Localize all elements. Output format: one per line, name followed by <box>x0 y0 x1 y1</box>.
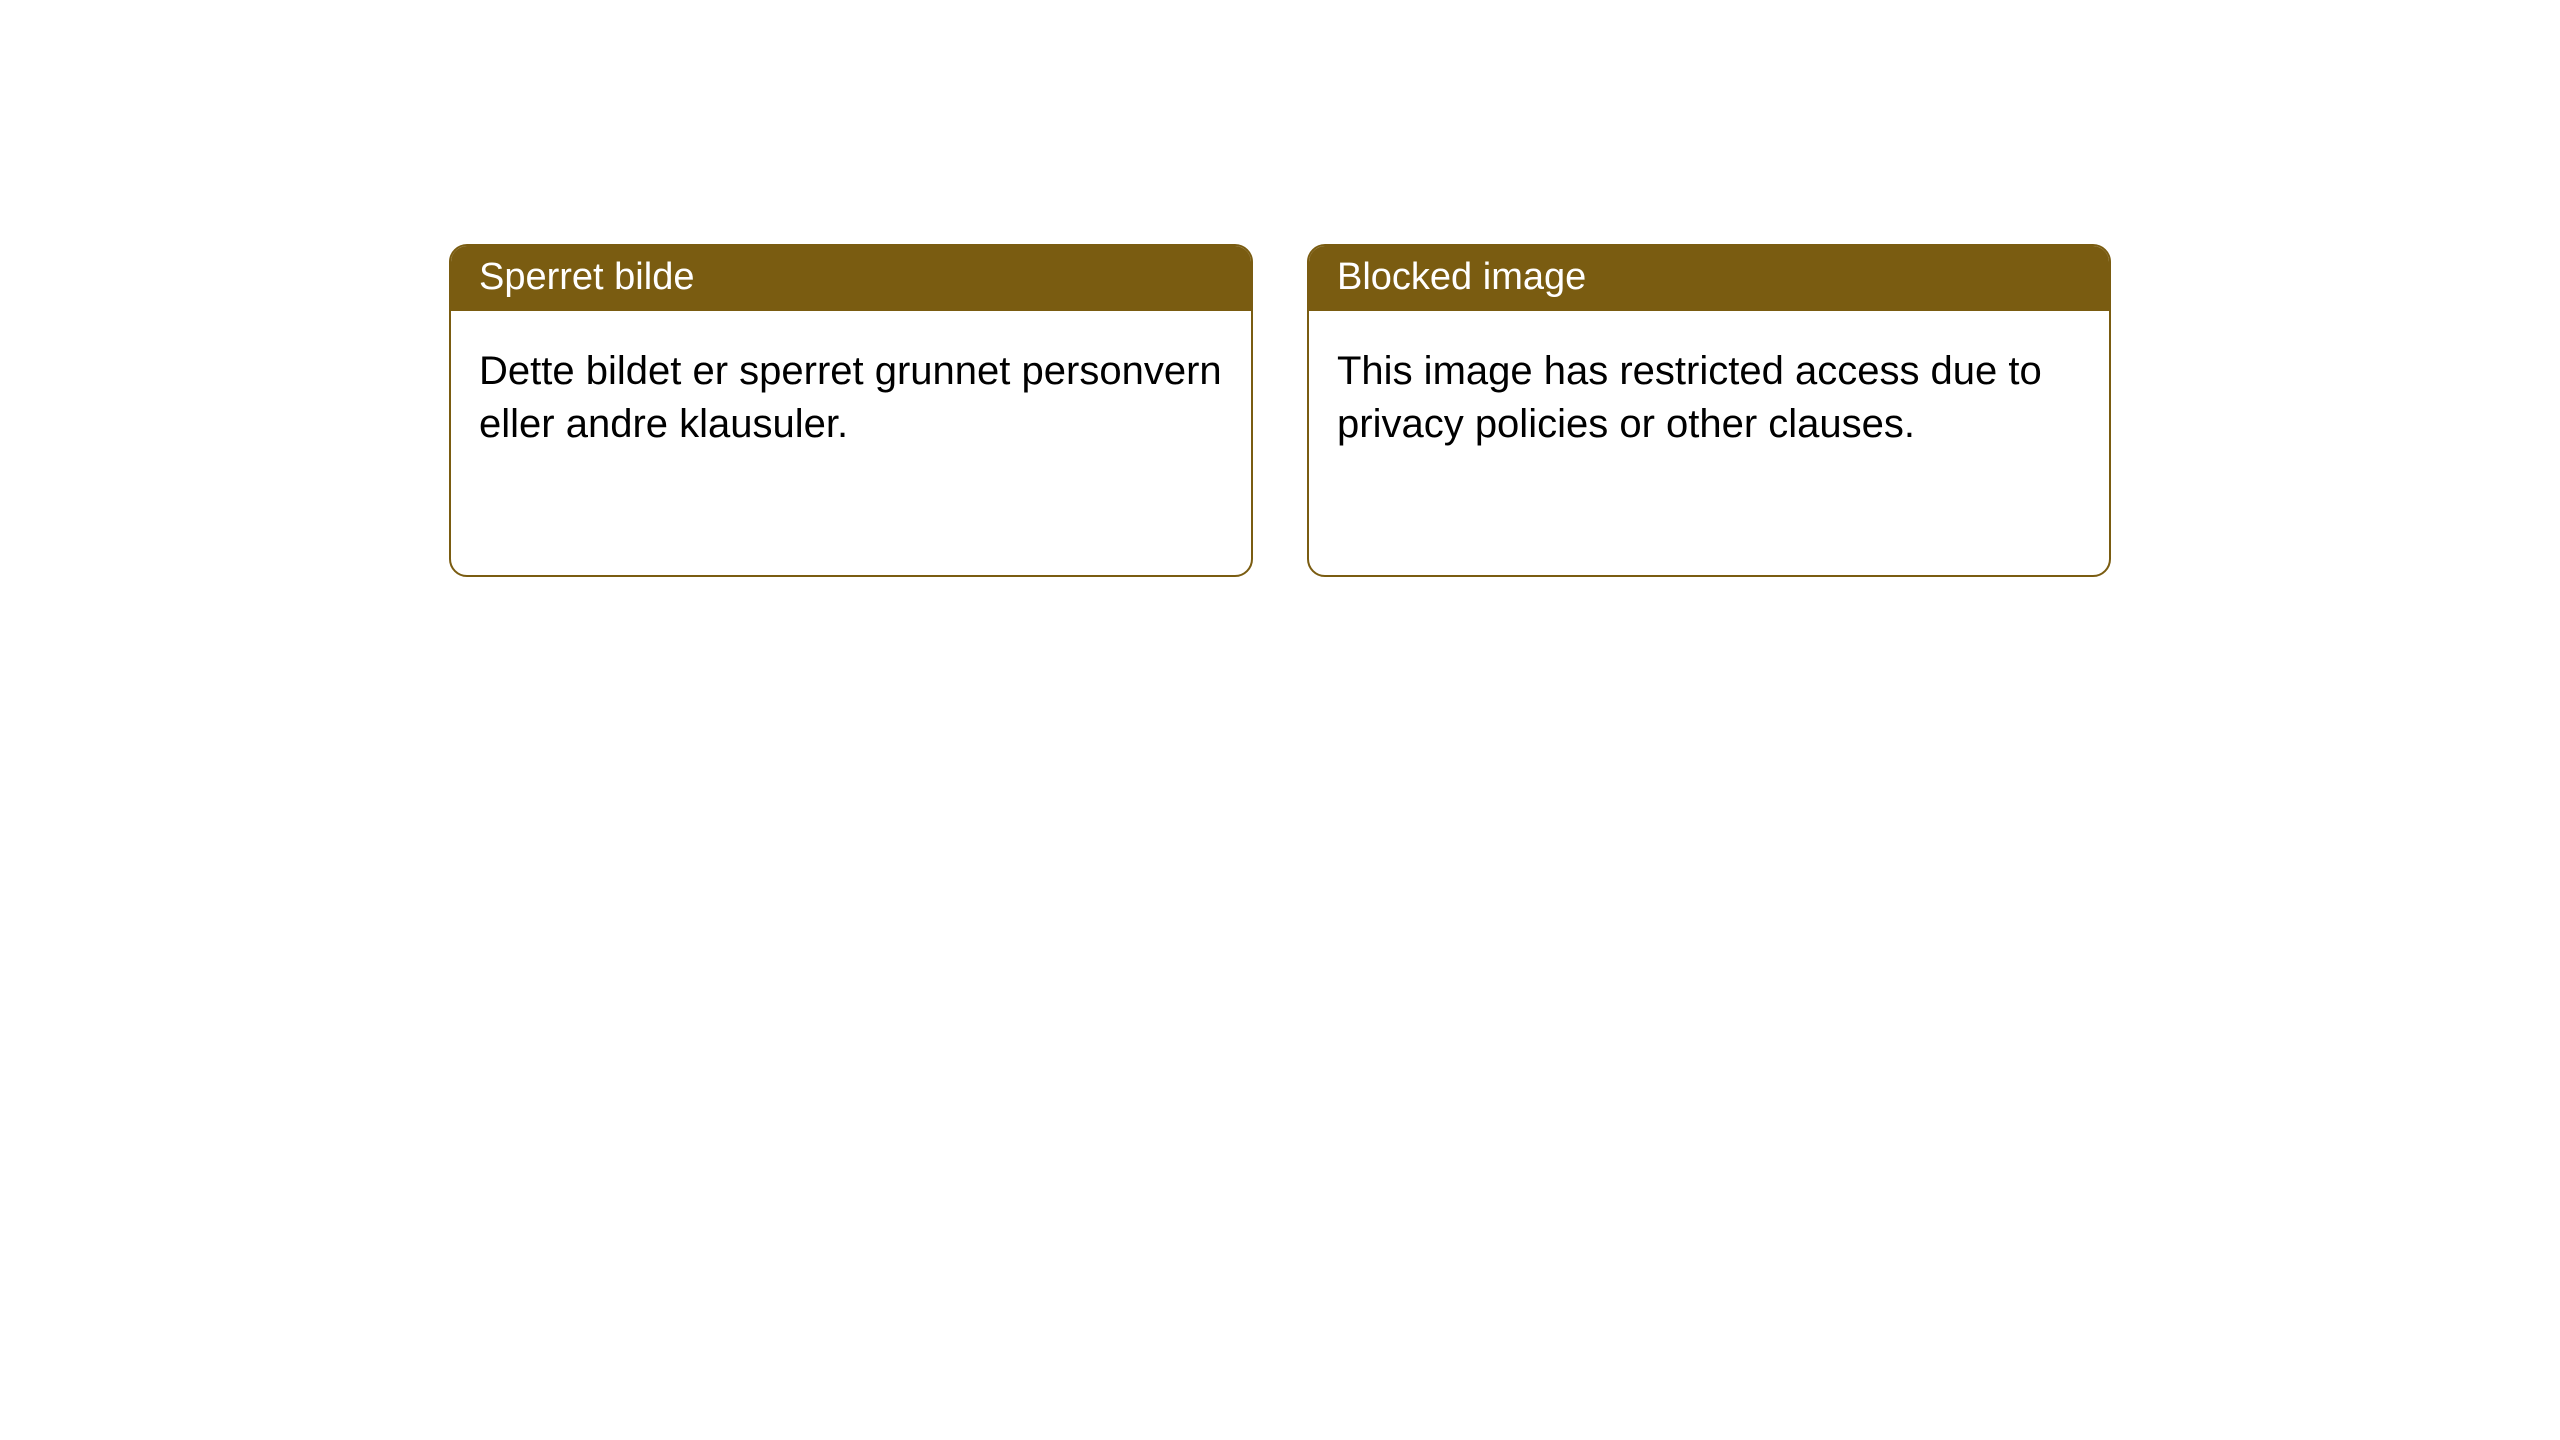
notice-card-english: Blocked image This image has restricted … <box>1307 244 2111 577</box>
notice-card-norwegian: Sperret bilde Dette bildet er sperret gr… <box>449 244 1253 577</box>
notice-header-norwegian: Sperret bilde <box>451 246 1251 311</box>
notice-header-english: Blocked image <box>1309 246 2109 311</box>
notice-body-english: This image has restricted access due to … <box>1309 311 2109 485</box>
notice-body-norwegian: Dette bildet er sperret grunnet personve… <box>451 311 1251 485</box>
notice-container: Sperret bilde Dette bildet er sperret gr… <box>449 244 2111 577</box>
